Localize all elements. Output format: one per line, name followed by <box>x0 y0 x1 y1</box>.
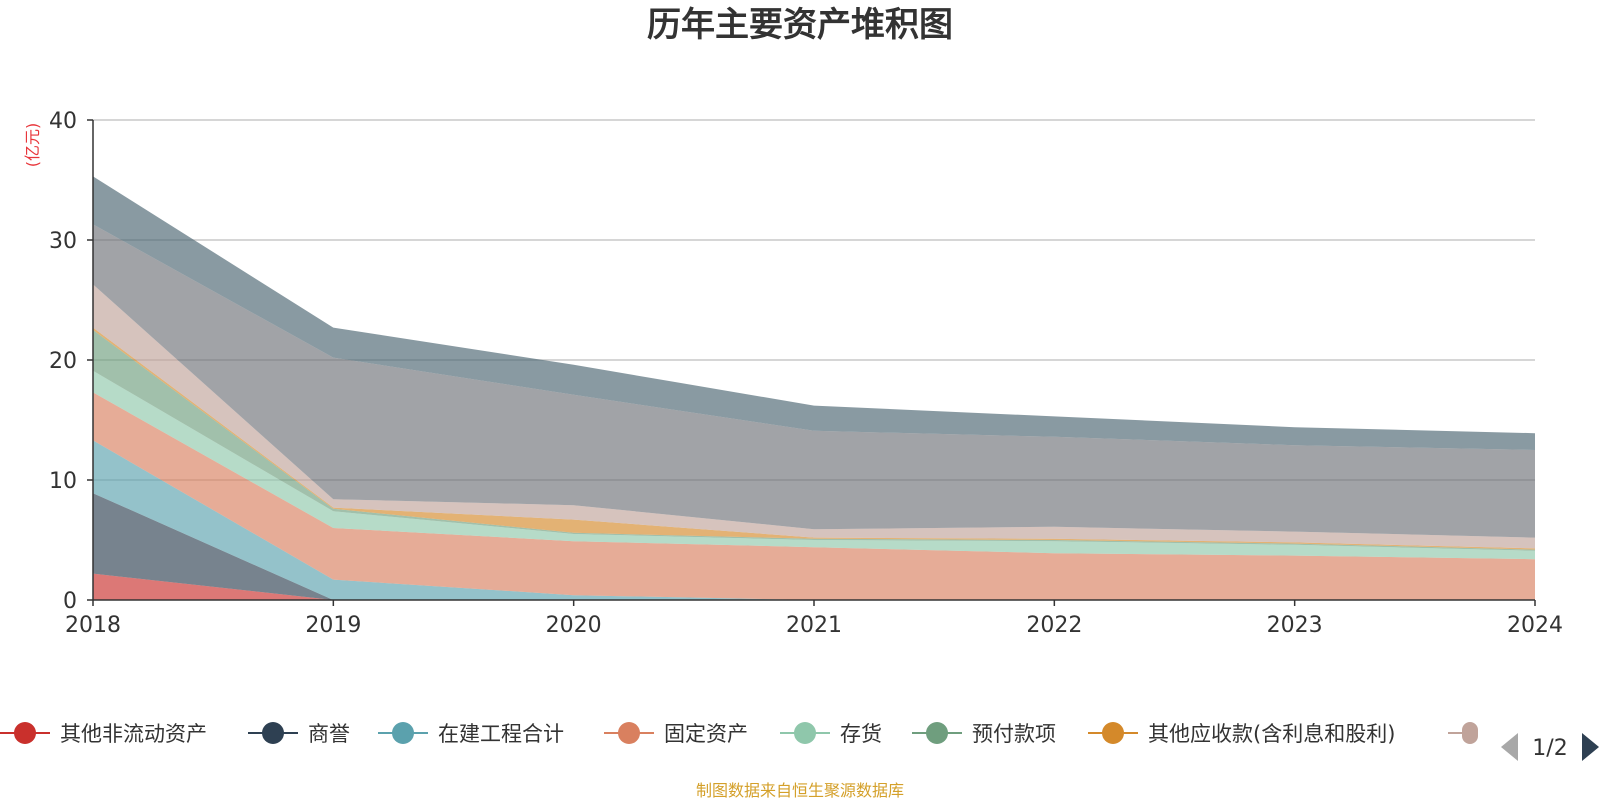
legend-label: 固定资产 <box>664 722 748 746</box>
x-tick-label: 2024 <box>1507 613 1563 638</box>
area-series <box>93 224 1535 538</box>
legend-item[interactable]: 在建工程合计 <box>378 722 564 746</box>
x-tick-label: 2019 <box>305 613 361 638</box>
legend-marker-icon <box>1102 722 1124 744</box>
area-series <box>93 573 1535 600</box>
legend-marker-icon <box>262 722 284 744</box>
legend-page-indicator: 1/2 <box>1532 736 1567 761</box>
x-tick-label: 2020 <box>546 613 602 638</box>
x-tick-label: 2018 <box>65 613 121 638</box>
legend-label: 其他非流动资产 <box>60 722 207 746</box>
legend-label: 其他应收款(含利息和股利) <box>1148 722 1395 746</box>
chart-title: 历年主要资产堆积图 <box>647 5 953 45</box>
legend-prev-page-icon[interactable] <box>1501 733 1518 761</box>
data-source-note: 制图数据来自恒生聚源数据库 <box>696 781 904 800</box>
legend-item[interactable]: 商誉 <box>248 722 350 746</box>
area-series <box>93 392 1535 600</box>
legend: 其他非流动资产 商誉 在建工程合计 固定资产 存货 预付款项 其他应收款(含利息和股利) <box>0 722 1478 746</box>
legend-label: 预付款项 <box>972 722 1056 746</box>
legend-marker-icon <box>14 722 36 744</box>
y-tick-label: 0 <box>63 589 77 614</box>
y-tick-label: 20 <box>49 349 77 374</box>
legend-label: 商誉 <box>308 722 350 746</box>
legend-marker-icon <box>794 722 816 744</box>
legend-marker-icon <box>1462 722 1478 744</box>
y-tick-label: 30 <box>49 229 77 254</box>
x-tick-label: 2021 <box>786 613 842 638</box>
legend-item[interactable]: 固定资产 <box>604 722 748 746</box>
y-axis-unit-label: (亿元) <box>23 123 42 168</box>
legend-marker-icon <box>618 722 640 744</box>
x-tick-labels: 2018 2019 2020 2021 2022 2023 2024 <box>65 600 1563 638</box>
legend-next-page-icon[interactable] <box>1582 733 1599 761</box>
legend-marker-icon <box>392 722 414 744</box>
legend-label: 存货 <box>840 722 882 746</box>
x-tick-label: 2023 <box>1267 613 1323 638</box>
area-series-layer <box>93 176 1535 600</box>
legend-item[interactable]: 预付款项 <box>912 722 1056 746</box>
y-tick-label: 10 <box>49 469 77 494</box>
legend-marker-icon <box>926 722 948 744</box>
y-tick-labels: 0 10 20 30 40 <box>49 109 93 614</box>
legend-label: 在建工程合计 <box>438 722 564 746</box>
x-tick-label: 2022 <box>1026 613 1082 638</box>
legend-item-partial <box>1448 722 1478 744</box>
area-series <box>93 493 1535 600</box>
legend-item[interactable]: 其他非流动资产 <box>0 722 207 746</box>
legend-item[interactable]: 存货 <box>780 722 882 746</box>
y-tick-label: 40 <box>49 109 77 134</box>
legend-pager: 1/2 <box>1501 733 1599 761</box>
legend-item[interactable]: 其他应收款(含利息和股利) <box>1088 722 1395 746</box>
